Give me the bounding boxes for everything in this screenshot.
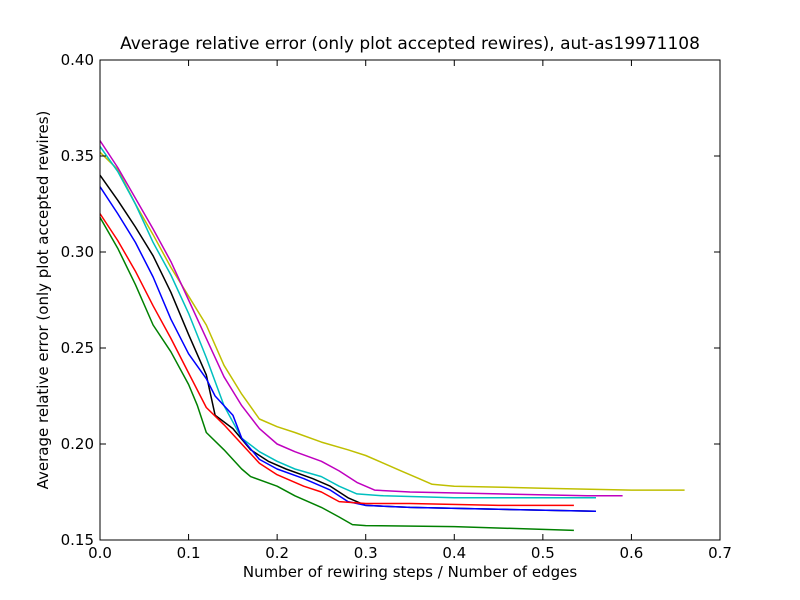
x-tick-label-3: 0.3 [354, 544, 378, 562]
x-tick-label-0: 0.0 [88, 544, 112, 562]
y-axis-label: Average relative error (only plot accept… [34, 111, 52, 490]
series-line-6 [99, 213, 574, 507]
series-layer [99, 140, 685, 532]
x-tick-label-7: 0.7 [708, 544, 732, 562]
series-line-1 [99, 151, 685, 491]
series-line-5 [99, 186, 597, 512]
y-tick-label-5: 0.40 [61, 51, 94, 69]
x-tick-label-2: 0.2 [265, 544, 289, 562]
x-tick-label-4: 0.4 [442, 544, 466, 562]
x-tick-label-5: 0.5 [531, 544, 555, 562]
series-line-3 [99, 145, 596, 499]
y-tick-label-3: 0.30 [61, 243, 94, 261]
x-tick-label-1: 0.1 [177, 544, 201, 562]
y-tick-label-4: 0.35 [61, 147, 94, 165]
y-tick-label-2: 0.25 [61, 339, 94, 357]
ticks-layer: 0.0 0.1 0.2 0.3 0.4 0.5 0.6 0.7 0.15 0.20 0.25 0.30… [61, 51, 732, 562]
chart-title: Average relative error (only plot accept… [120, 34, 700, 54]
y-tick-label-0: 0.15 [61, 531, 94, 549]
x-axis-label: Number of rewiring steps / Number of edg… [243, 563, 577, 581]
series-line-7 [99, 217, 574, 532]
x-tick-label-6: 0.6 [619, 544, 643, 562]
y-tick-label-1: 0.20 [61, 435, 94, 453]
plot-area-frame [99, 59, 721, 541]
series-line-2 [99, 140, 623, 497]
